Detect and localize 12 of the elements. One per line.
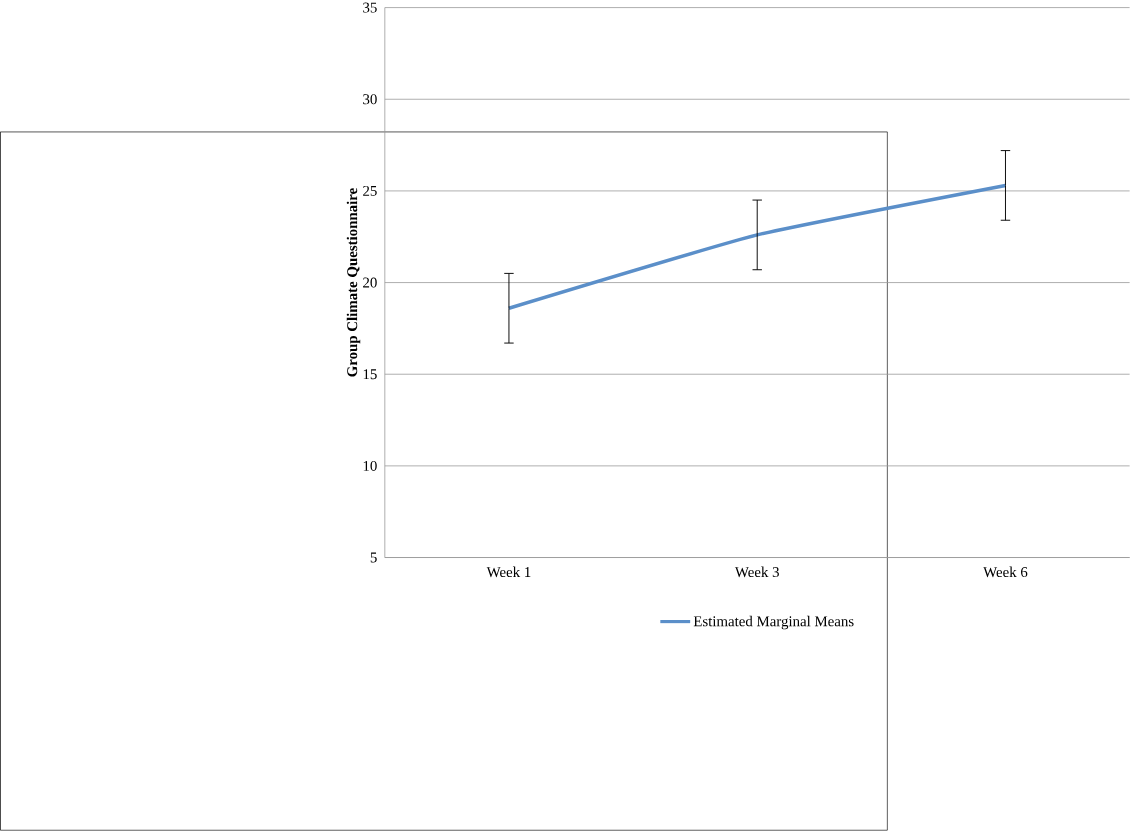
y-axis-title: Group Climate Questionnaire bbox=[346, 188, 361, 377]
legend-label: Estimated Marginal Means bbox=[693, 615, 854, 630]
x-tick-label: Week 6 bbox=[983, 566, 1028, 578]
y-tick-label: 15 bbox=[363, 369, 377, 380]
x-tick-label: Week 1 bbox=[486, 566, 531, 578]
y-tick-label: 25 bbox=[363, 186, 377, 197]
y-tick-label: 10 bbox=[363, 461, 377, 472]
y-tick-label: 30 bbox=[363, 94, 377, 105]
y-tick-label: 35 bbox=[363, 2, 377, 13]
y-tick-label: 5 bbox=[370, 552, 377, 563]
x-tick-label: Week 3 bbox=[734, 566, 779, 578]
y-tick-label: 20 bbox=[363, 277, 377, 288]
